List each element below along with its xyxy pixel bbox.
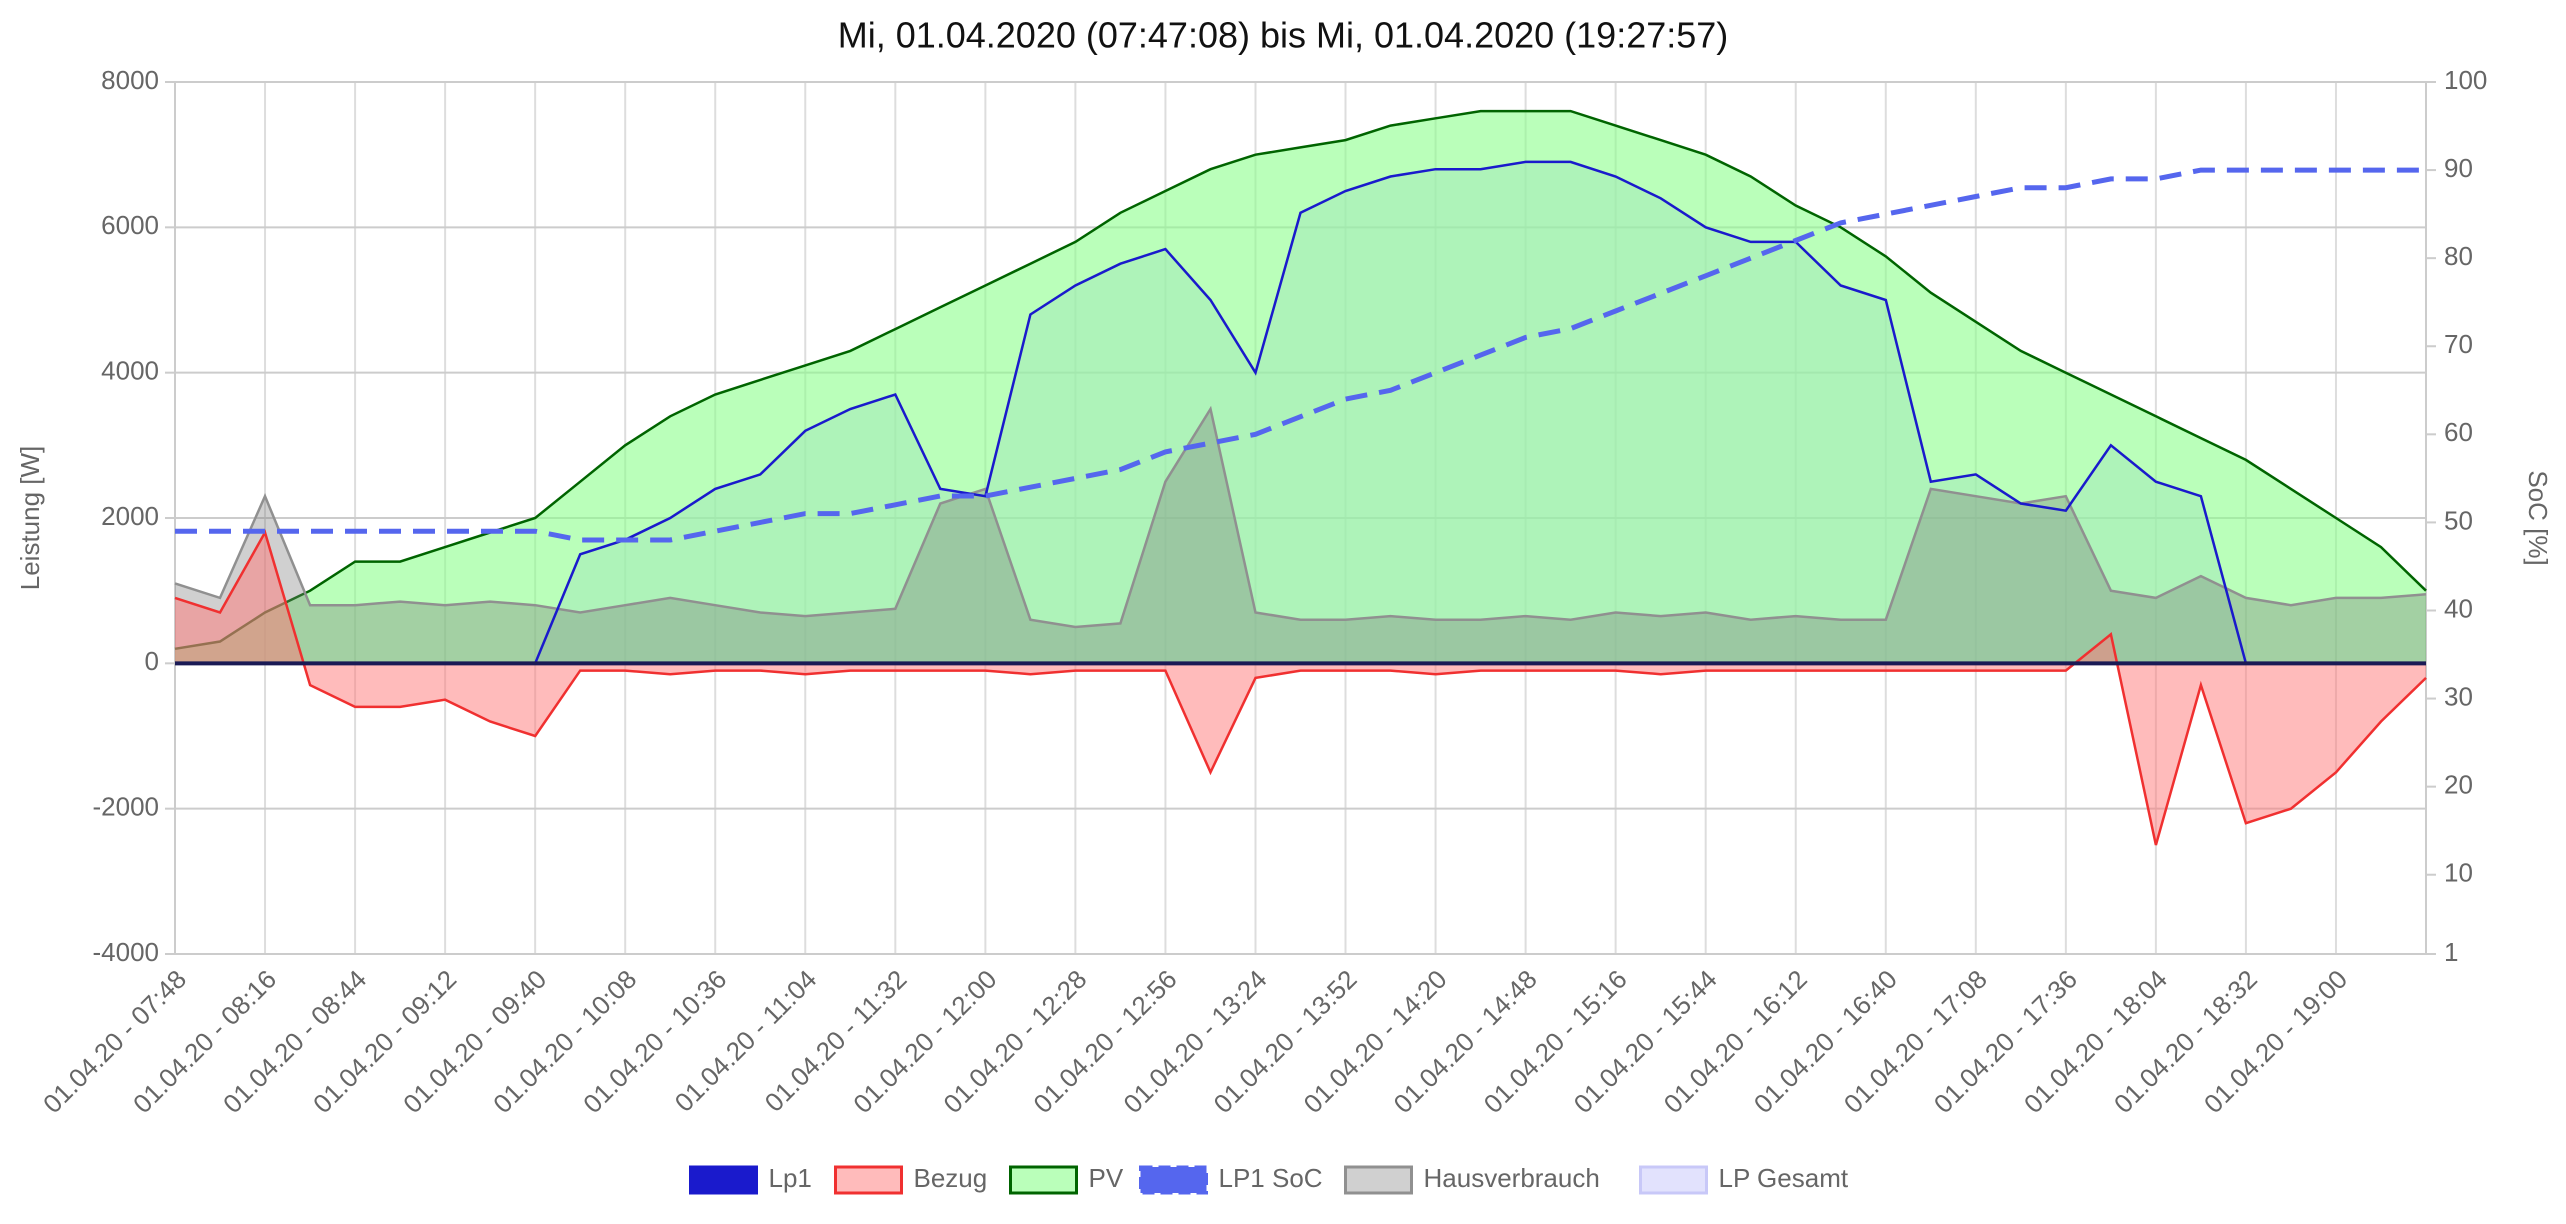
y-tick-label: 2000 [101, 501, 159, 531]
y2-tick-label: 30 [2444, 681, 2473, 711]
legend-label: Bezug [914, 1163, 988, 1193]
legend-swatch [1009, 1165, 1078, 1195]
y2-tick-label: 1 [2444, 937, 2458, 967]
y2-tick-label: 20 [2444, 770, 2473, 800]
area-fill [175, 409, 2426, 664]
y2-tick-label: 100 [2444, 65, 2487, 95]
legend-swatch [1139, 1165, 1208, 1195]
legend-swatch [834, 1165, 903, 1195]
y-tick-label: 4000 [101, 356, 159, 386]
y2-tick-label: 50 [2444, 505, 2473, 535]
legend-swatch [1639, 1165, 1708, 1195]
y2-axis-label: SoC [%] [2523, 470, 2553, 565]
legend-label: Lp1 [769, 1163, 812, 1193]
legend-swatch [1344, 1165, 1413, 1195]
y-tick-label: -4000 [93, 937, 160, 967]
legend-label: PV [1089, 1163, 1124, 1193]
y2-tick-label: 80 [2444, 241, 2473, 271]
y2-tick-label: 10 [2444, 858, 2473, 888]
y2-tick-label: 90 [2444, 153, 2473, 183]
y-tick-label: 6000 [101, 210, 159, 240]
y-tick-label: -2000 [93, 792, 160, 822]
y2-tick-label: 40 [2444, 593, 2473, 623]
legend-label: LP Gesamt [1719, 1163, 1849, 1193]
chart-title: Mi, 01.04.2020 (07:47:08) bis Mi, 01.04.… [838, 15, 1729, 56]
y-axis-label: Leistung [W] [15, 446, 45, 591]
y2-tick-label: 70 [2444, 329, 2473, 359]
y-tick-label: 0 [145, 646, 159, 676]
series-line [175, 160, 2426, 665]
series-line [174, 529, 2427, 846]
legend-swatch [689, 1165, 758, 1195]
y-tick-label: 8000 [101, 65, 159, 95]
series-line [174, 405, 2427, 629]
legend-label: Hausverbrauch [1424, 1163, 1600, 1193]
series-line [174, 109, 2427, 651]
y2-tick-label: 60 [2444, 417, 2473, 447]
legend-label: LP1 SoC [1219, 1163, 1323, 1193]
series-line [175, 167, 2426, 543]
